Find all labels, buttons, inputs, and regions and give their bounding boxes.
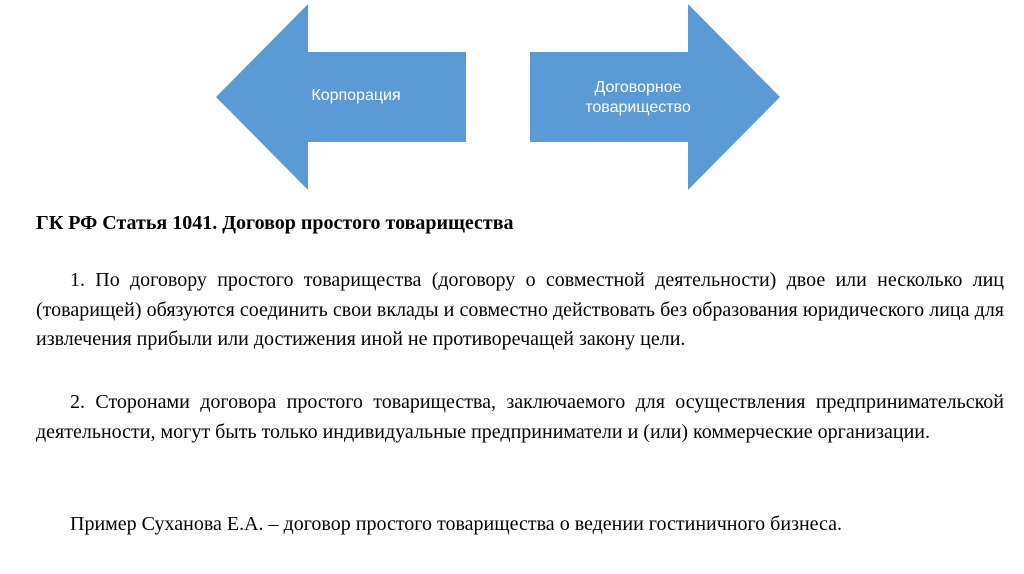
paragraph-2: 2. Сторонами договора простого товарищес…	[36, 388, 1004, 447]
paragraph-3: Пример Суханова Е.А. – договор простого …	[36, 510, 1004, 540]
paragraph-1: 1. По договору простого товарищества (до…	[36, 266, 1004, 355]
left-arrow-label: Корпорация	[296, 86, 416, 106]
arrows-container: Корпорация Договорное товарищество	[0, 0, 1024, 190]
right-arrow-label: Договорное товарищество	[568, 78, 708, 118]
paragraph-3-text: Пример Суханова Е.А. – договор простого …	[70, 513, 842, 535]
paragraph-1-text: 1. По договору простого товарищества (до…	[36, 269, 1004, 350]
paragraph-2-text: 2. Сторонами договора простого товарищес…	[36, 391, 1004, 443]
article-heading: ГК РФ Статья 1041. Договор простого това…	[36, 212, 514, 235]
